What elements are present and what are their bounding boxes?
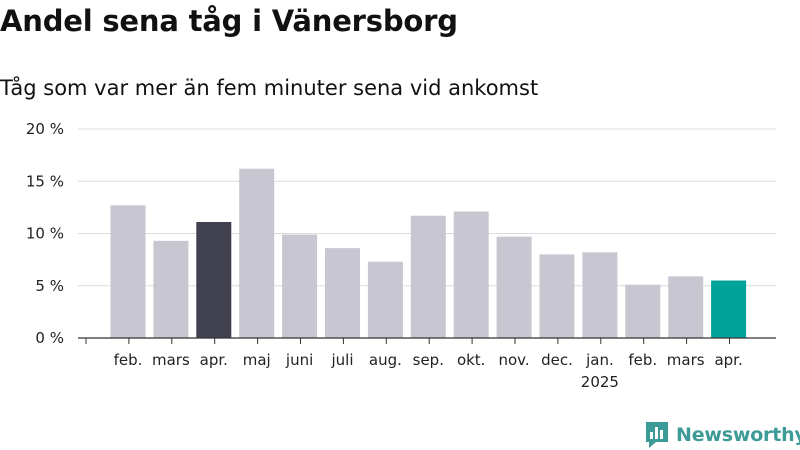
y-tick-label: 15 %	[26, 172, 64, 190]
x-tick-label: jan.	[585, 351, 614, 369]
x-tick-label: apr.	[714, 351, 742, 369]
chart-title: Andel sena tåg i Vänersborg	[0, 4, 458, 38]
x-tick-label: dec.	[541, 351, 573, 369]
bar-jan.	[582, 252, 618, 338]
x-tick-label: nov.	[499, 351, 530, 369]
x-tick-label: aug.	[369, 351, 402, 369]
y-tick-label: 20 %	[26, 120, 64, 138]
bar-juni	[282, 234, 318, 338]
bar-apr.	[711, 280, 747, 338]
brand-name: Newsworthy	[676, 424, 800, 446]
bar-juli	[325, 248, 360, 338]
x-tick-label: feb.	[114, 351, 143, 369]
bar-sep.	[410, 215, 446, 338]
bar-feb.	[110, 205, 146, 338]
bar-nov.	[496, 236, 532, 338]
x-tick-label: mars	[152, 351, 190, 369]
newsworthy-logo-icon	[646, 422, 668, 448]
y-tick-label: 10 %	[26, 225, 64, 243]
bar-dec.	[539, 254, 575, 338]
bar-feb.	[625, 284, 661, 338]
x-tick-label: okt.	[457, 351, 486, 369]
x-axis-labels: feb. mars apr. maj juni juli aug. sep. okt. nov. d…	[114, 351, 743, 391]
x-tick-label: sep.	[413, 351, 444, 369]
bar-okt.	[453, 211, 489, 338]
x-tick-label: juli	[330, 351, 353, 369]
x-tick-label: mars	[667, 351, 705, 369]
y-axis-labels: 0 % 5 % 10 % 15 % 20 %	[26, 120, 64, 347]
x-tick-label: apr.	[200, 351, 228, 369]
x-axis	[78, 337, 776, 344]
bar-apr.	[196, 222, 232, 338]
x-tick-label: maj	[243, 351, 271, 369]
x-year-label: 2025	[581, 373, 619, 391]
y-tick-label: 0 %	[35, 329, 64, 347]
bar-aug.	[367, 261, 403, 338]
chart-subtitle: Tåg som var mer än fem minuter sena vid …	[0, 76, 539, 100]
bar-mars	[668, 276, 704, 338]
y-tick-label: 5 %	[35, 277, 64, 295]
bar-maj	[239, 168, 275, 338]
newsworthy-logo: Newsworthy	[644, 420, 800, 450]
bar-mars	[153, 240, 189, 338]
x-tick-label: juni	[285, 351, 313, 369]
x-tick-label: feb.	[628, 351, 657, 369]
bars	[110, 168, 747, 338]
